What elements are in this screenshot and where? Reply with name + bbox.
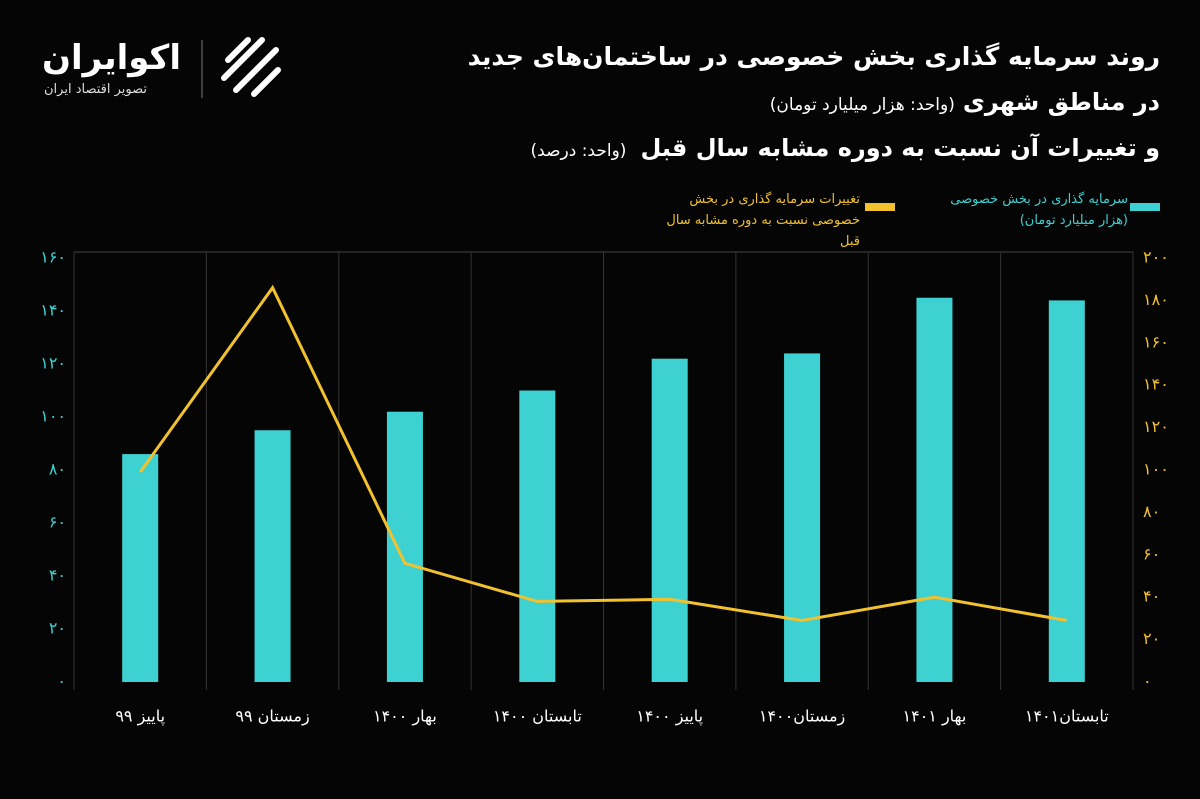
legend-entry: تغییرات سرمایه گذاری در بخش خصوصی نسبت ب… (666, 192, 860, 249)
y2-tick-label: ۱۴۰ (1143, 375, 1169, 394)
bar (1048, 300, 1085, 682)
y-tick-label: ۱۰۰ (40, 407, 66, 426)
bar (916, 297, 953, 682)
bar (784, 353, 821, 682)
y2-tick-label: ۱۲۰ (1143, 417, 1169, 436)
y2-tick-label: ۴۰ (1143, 587, 1160, 606)
chart-title: روند سرمایه گذاری بخش خصوصی در ساختمان‌ه… (467, 42, 1160, 71)
x-tick-label: پاییز ۱۴۰۰ (636, 707, 703, 727)
y-tick-label: ۰ (57, 672, 66, 691)
x-tick-label: تابستان ۱۴۰۰ (493, 707, 582, 726)
subtitle-unit: (واحد: هزار میلیارد تومان) (769, 95, 955, 115)
y-tick-label: ۸۰ (49, 460, 66, 479)
y2-tick-label: ۰ (1143, 672, 1152, 691)
bar (254, 430, 291, 682)
y2-tick-label: ۱۰۰ (1143, 460, 1169, 479)
y2-tick-label: ۱۶۰ (1143, 332, 1169, 351)
y2-tick-label: ۸۰ (1143, 502, 1160, 521)
subtitle-unit: (واحد: درصد) (530, 141, 627, 161)
brand: اکوایران (42, 38, 181, 78)
x-tick-label: تابستان۱۴۰۱ (1025, 707, 1109, 726)
y-tick-label: ۱۲۰ (40, 354, 66, 373)
y2-tick-label: ۱۸۰ (1143, 290, 1169, 309)
y-tick-label: ۲۰ (49, 619, 66, 638)
legend-entry: سرمایه گذاری در بخش خصوصی (هزار میلیارد … (950, 192, 1128, 228)
x-tick-label: بهار ۱۴۰۰ (373, 707, 437, 727)
y2-tick-label: ۲۰ (1143, 629, 1160, 648)
y-tick-label: ۱۶۰ (40, 248, 66, 267)
legend-swatch (1130, 203, 1160, 211)
subtitle: و تغییرات آن نسبت به دوره مشابه سال قبل (640, 134, 1160, 162)
x-tick-label: پاییز ۹۹ (115, 707, 165, 727)
subtitle: در مناطق شهری (962, 88, 1160, 116)
brand-tagline: تصویر اقتصاد ایران (44, 82, 147, 97)
legend-swatch (865, 203, 895, 211)
logo-icon (221, 37, 281, 97)
x-tick-label: زمستان ۹۹ (235, 707, 309, 727)
bar (122, 454, 159, 682)
y2-tick-label: ۲۰۰ (1143, 248, 1169, 267)
y2-tick-label: ۶۰ (1143, 544, 1160, 563)
line (138, 284, 1068, 623)
subtitle-line: در مناطق شهری (واحد: هزار میلیارد تومان) (770, 88, 1160, 116)
x-tick-label: زمستان۱۴۰۰ (759, 707, 845, 727)
y-tick-label: ۶۰ (49, 513, 66, 532)
x-tick-label: بهار ۱۴۰۱ (902, 707, 966, 727)
bar (386, 411, 423, 682)
bar (651, 358, 688, 682)
y-tick-label: ۱۴۰ (40, 301, 66, 320)
y-tick-label: ۴۰ (49, 566, 66, 585)
bar (519, 390, 556, 682)
subtitle-line: و تغییرات آن نسبت به دوره مشابه سال قبل (… (531, 134, 1160, 162)
